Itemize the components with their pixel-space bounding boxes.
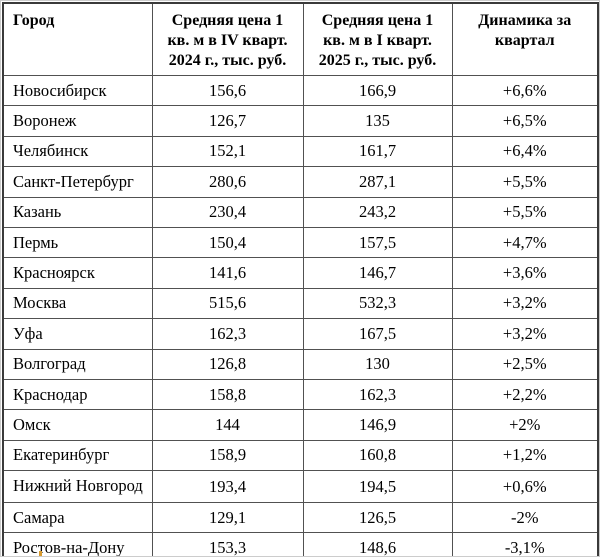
dynamics-cell: +3,2%: [451, 318, 599, 350]
price-q1-cell: 161,7: [302, 135, 453, 168]
dynamics-cell: +6,5%: [451, 105, 599, 137]
table-row: Омск 144 146,9 +2%: [2, 409, 599, 441]
price-q4-cell: 156,6: [151, 74, 304, 107]
city-cell: Екатеринбург: [2, 439, 153, 472]
table-row: Казань 230,4 243,2 +5,5%: [2, 196, 599, 228]
price-q4-cell: 150,4: [151, 226, 304, 259]
clipped-city-text: Нижний Новгород: [13, 476, 143, 496]
table-row: Новосибирск 156,6 166,9 +6,6%: [2, 74, 599, 107]
dynamics-cell: +6,4%: [451, 135, 599, 168]
city-cell: Самара: [2, 502, 153, 534]
dynamics-cell: -3,1%: [451, 532, 599, 556]
price-q1-cell: 194,5: [302, 470, 453, 504]
price-q1-cell: 126,5: [302, 502, 453, 534]
price-q4-cell: 126,7: [151, 105, 304, 137]
header-price-q1-2025: Средняя цена 1 кв. м в I кварт. 2025 г.,…: [302, 2, 453, 76]
price-q1-cell: 160,8: [302, 439, 453, 472]
city-cell: Нижний Новгород: [2, 470, 153, 504]
city-cell: Казань: [2, 196, 153, 228]
price-q1-cell: 243,2: [302, 196, 453, 228]
price-q1-cell: 167,5: [302, 318, 453, 350]
price-q4-cell: 162,3: [151, 318, 304, 350]
city-cell: Красноярск: [2, 257, 153, 289]
price-q4-cell: 141,6: [151, 257, 304, 289]
city-cell: Омск: [2, 409, 153, 441]
table-row: Воронеж 126,7 135 +6,5%: [2, 105, 599, 137]
dynamics-cell: -2%: [451, 502, 599, 534]
price-q1-cell: 130: [302, 348, 453, 380]
header-dynamics: Динамика за квартал: [451, 2, 599, 76]
table-row: Санкт-Петербург 280,6 287,1 +5,5%: [2, 166, 599, 198]
dynamics-cell: +2,5%: [451, 348, 599, 380]
price-q1-cell: 157,5: [302, 226, 453, 259]
price-q1-cell: 162,3: [302, 378, 453, 411]
price-q4-cell: 193,4: [151, 470, 304, 504]
dynamics-cell: +3,2%: [451, 287, 599, 320]
price-q4-cell: 152,1: [151, 135, 304, 168]
table-row: Уфа 162,3 167,5 +3,2%: [2, 318, 599, 350]
dynamics-cell: +6,6%: [451, 74, 599, 107]
city-cell: Уфа: [2, 318, 153, 350]
table-row: Екатеринбург 158,9 160,8 +1,2%: [2, 439, 599, 472]
city-cell: Санкт-Петербург: [2, 166, 153, 198]
dynamics-cell: +2,2%: [451, 378, 599, 411]
table-row: Нижний Новгород 193,4 194,5 +0,6%: [2, 470, 599, 504]
table-row: Москва 515,6 532,3 +3,2%: [2, 287, 599, 320]
table-row: Самара 129,1 126,5 -2%: [2, 502, 599, 534]
price-q1-cell: 135: [302, 105, 453, 137]
table-body: Новосибирск 156,6 166,9 +6,6% Воронеж 126,7 13…: [2, 74, 599, 556]
city-cell: Волгоград: [2, 348, 153, 380]
price-q4-cell: 144: [151, 409, 304, 441]
price-q4-cell: 153,3: [151, 532, 304, 556]
city-cell: Новосибирск: [2, 74, 153, 107]
price-q1-cell: 532,3: [302, 287, 453, 320]
table-row: Волгоград 126,8 130 +2,5%: [2, 348, 599, 380]
city-cell: Пермь: [2, 226, 153, 259]
city-cell: Москва: [2, 287, 153, 320]
dynamics-cell: +5,5%: [451, 196, 599, 228]
dynamics-cell: +4,7%: [451, 226, 599, 259]
price-q1-cell: 148,6: [302, 532, 453, 556]
table-row: Пермь 150,4 157,5 +4,7%: [2, 226, 599, 259]
city-cell: Ростов-на-Дону: [2, 532, 153, 556]
table-row: Красноярск 141,6 146,7 +3,6%: [2, 257, 599, 289]
header-city: Город: [2, 2, 153, 76]
price-q1-cell: 146,7: [302, 257, 453, 289]
header-price-q4-2024: Средняя цена 1 кв. м в IV кварт. 2024 г.…: [151, 2, 304, 76]
dynamics-cell: +1,2%: [451, 439, 599, 472]
table-row: Челябинск 152,1 161,7 +6,4%: [2, 135, 599, 168]
price-q4-cell: 515,6: [151, 287, 304, 320]
dynamics-cell: +3,6%: [451, 257, 599, 289]
price-q4-cell: 129,1: [151, 502, 304, 534]
table-header: Город Средняя цена 1 кв. м в IV кварт. 2…: [2, 2, 599, 76]
price-q1-cell: 146,9: [302, 409, 453, 441]
city-cell: Воронеж: [2, 105, 153, 137]
yellow-cursor-artifact: [39, 551, 42, 556]
city-cell: Краснодар: [2, 378, 153, 411]
price-q1-cell: 287,1: [302, 166, 453, 198]
price-q4-cell: 158,9: [151, 439, 304, 472]
header-row: Город Средняя цена 1 кв. м в IV кварт. 2…: [2, 2, 599, 76]
price-q1-cell: 166,9: [302, 74, 453, 107]
price-q4-cell: 280,6: [151, 166, 304, 198]
dynamics-cell: +5,5%: [451, 166, 599, 198]
price-q4-cell: 230,4: [151, 196, 304, 228]
table-row: Краснодар 158,8 162,3 +2,2%: [2, 378, 599, 411]
city-cell: Челябинск: [2, 135, 153, 168]
table-row: Ростов-на-Дону 153,3 148,6 -3,1%: [2, 532, 599, 556]
price-q4-cell: 158,8: [151, 378, 304, 411]
dynamics-cell: +0,6%: [451, 470, 599, 504]
price-q4-cell: 126,8: [151, 348, 304, 380]
dynamics-cell: +2%: [451, 409, 599, 441]
